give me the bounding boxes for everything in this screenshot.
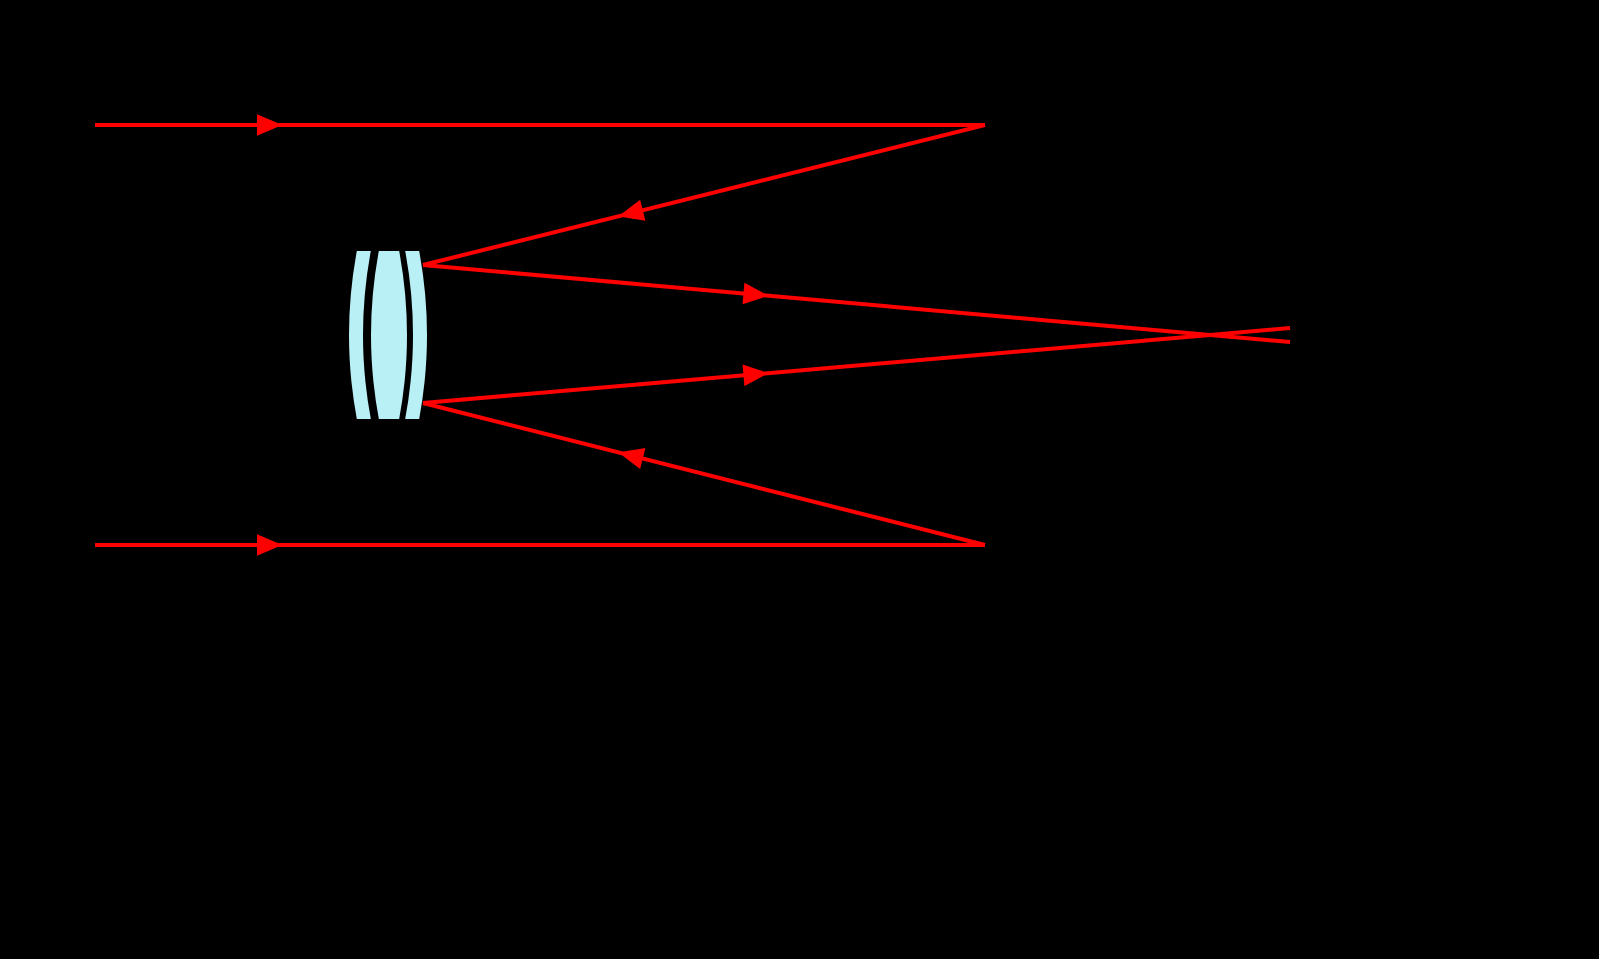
lens-element-1 [370, 250, 408, 420]
optical-diagram [0, 0, 1599, 959]
diagram-background [0, 0, 1599, 959]
corrector-lens-group [348, 250, 428, 420]
